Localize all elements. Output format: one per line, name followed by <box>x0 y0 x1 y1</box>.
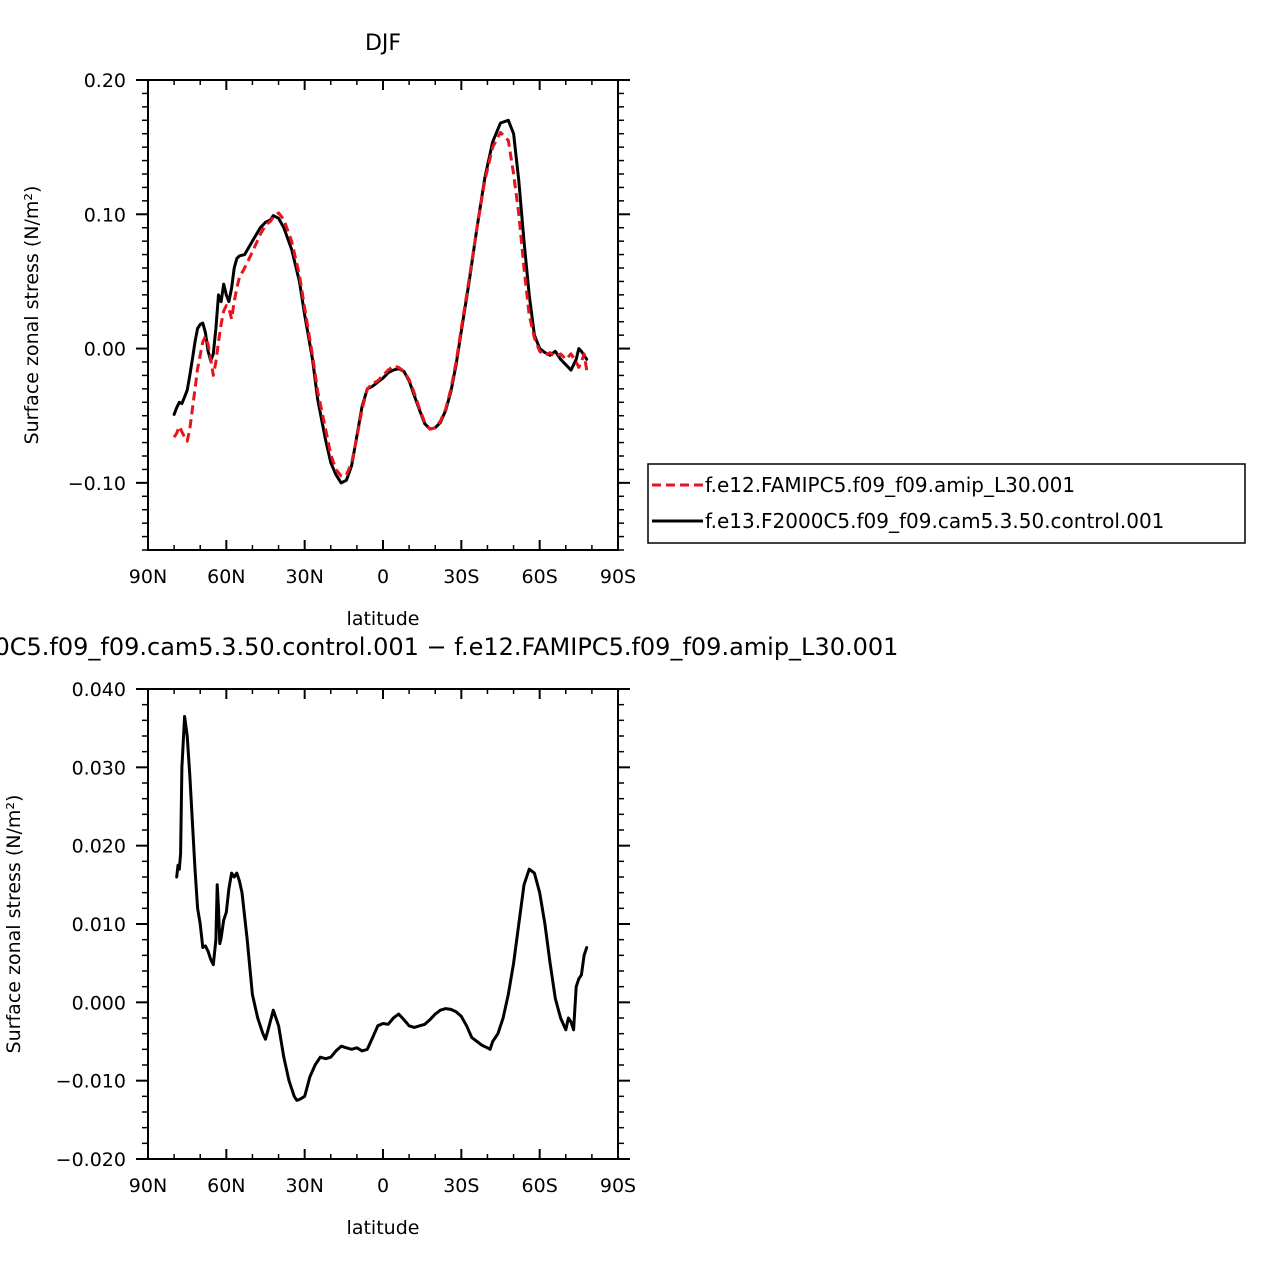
bottom-y-tick-label: 0.010 <box>72 914 126 936</box>
top-y-tick-label: 0.00 <box>84 339 126 361</box>
bottom-x-tick-label: 30N <box>285 1175 323 1197</box>
bottom-chart-x-axis-label: latitude <box>347 1217 420 1239</box>
bottom-y-tick-label: 0.030 <box>72 757 126 779</box>
bottom-chart-plot-frame <box>147 688 619 1160</box>
bottom-x-tick-label: 60N <box>207 1175 245 1197</box>
bottom-chart-ticks <box>136 688 630 1160</box>
bottom-x-tick-label: 30S <box>443 1175 479 1197</box>
legend-label-control: f.e13.F2000C5.f09_f09.cam5.3.50.control.… <box>705 509 1164 533</box>
top-chart-panel: DJF Surface zonal stress (N/m²) latitude… <box>21 31 636 630</box>
bottom-chart-series <box>175 714 589 1102</box>
top-x-tick-label: 30N <box>285 566 323 588</box>
bottom-y-tick-label: 0.040 <box>72 679 126 701</box>
bottom-x-tick-label: 90S <box>600 1175 636 1197</box>
bottom-chart-panel: f.e13.F2000C5.f09_f09.cam5.3.50.control.… <box>0 633 898 1239</box>
top-chart-y-axis-label: Surface zonal stress (N/m²) <box>21 186 43 445</box>
top-x-tick-label: 60S <box>522 566 558 588</box>
top-series-line-1 <box>172 118 589 485</box>
top-x-tick-label: 90S <box>600 566 636 588</box>
top-chart-series <box>172 118 589 485</box>
legend-box <box>647 463 1246 544</box>
bottom-x-tick-label: 0 <box>377 1175 389 1197</box>
bottom-y-tick-label: 0.000 <box>72 992 126 1014</box>
top-series-line-0 <box>172 130 589 478</box>
top-chart-ticks <box>136 79 630 551</box>
bottom-chart-title: f.e13.F2000C5.f09_f09.cam5.3.50.control.… <box>0 633 898 661</box>
bottom-y-tick-label: 0.020 <box>72 836 126 858</box>
top-y-tick-label: −0.10 <box>68 473 126 495</box>
top-chart-tick-labels: 90N 60N 30N 0 30S 60S 90S −0.10 0.00 0.10 0.20 <box>68 70 636 588</box>
top-y-tick-label: 0.20 <box>84 70 126 92</box>
top-chart-title: DJF <box>365 31 401 56</box>
top-x-tick-label: 60N <box>207 566 245 588</box>
top-y-tick-label: 0.10 <box>84 204 126 226</box>
bottom-y-tick-label: −0.010 <box>56 1071 126 1093</box>
bottom-chart-y-axis-label: Surface zonal stress (N/m²) <box>3 795 25 1054</box>
bottom-x-tick-label: 60S <box>522 1175 558 1197</box>
bottom-series-line-0 <box>175 714 589 1102</box>
bottom-y-tick-label: −0.020 <box>56 1149 126 1171</box>
legend-label-amip: f.e12.FAMIPC5.f09_f09.amip_L30.001 <box>705 473 1075 497</box>
top-x-tick-label: 0 <box>377 566 389 588</box>
top-x-tick-label: 90N <box>129 566 167 588</box>
bottom-chart-tick-labels: 90N 60N 30N 0 30S 60S 90S −0.020 −0.010 0.000 0.01… <box>56 679 636 1197</box>
top-chart-legend: f.e12.FAMIPC5.f09_f09.amip_L30.001 f.e13… <box>647 463 1246 544</box>
top-chart-x-axis-label: latitude <box>347 608 420 630</box>
top-chart-plot-frame <box>147 79 619 551</box>
top-x-tick-label: 30S <box>443 566 479 588</box>
bottom-x-tick-label: 90N <box>129 1175 167 1197</box>
